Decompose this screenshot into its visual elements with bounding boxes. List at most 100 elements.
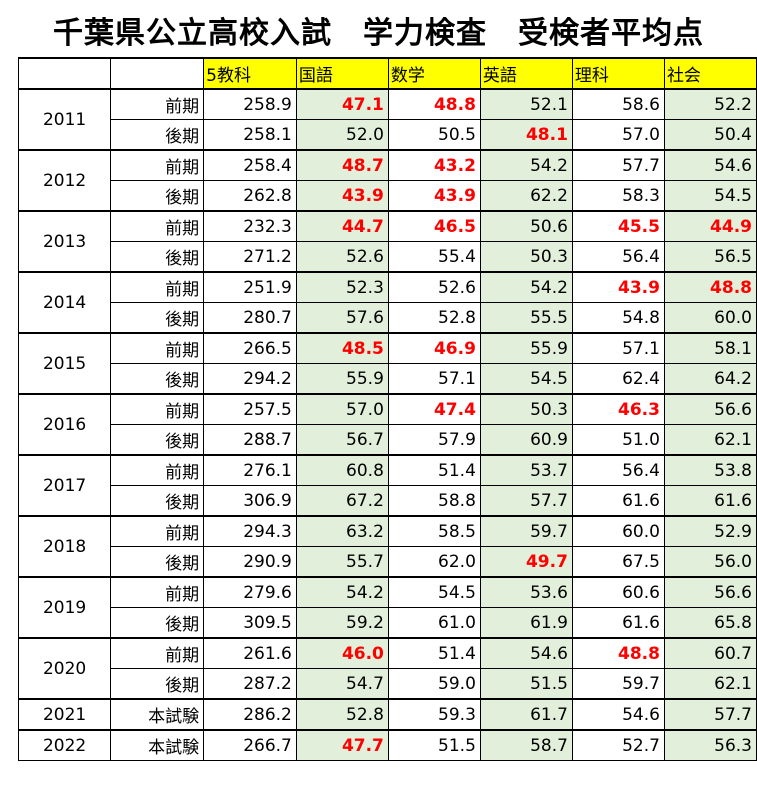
score-cell: 52.6 (387, 271, 481, 303)
score-cell: 53.8 (663, 454, 757, 486)
score-cell: 55.9 (295, 363, 389, 395)
score-cell: 54.6 (479, 637, 573, 669)
score-cell: 232.3 (203, 210, 297, 242)
score-cell: 46.5 (387, 210, 481, 242)
year-cell: 2014 (17, 271, 112, 334)
score-cell: 52.6 (295, 241, 389, 273)
term-cell: 前期 (110, 637, 205, 669)
score-cell: 56.4 (571, 454, 665, 486)
score-cell: 55.4 (387, 241, 481, 273)
year-cell: 2013 (17, 210, 112, 273)
data-row: 2020 前期 261.6 46.0 51.4 54.6 48.8 60.7 (17, 637, 757, 700)
score-cell: 50.5 (387, 119, 481, 151)
data-row: 後期 290.9 55.7 62.0 49.7 67.5 56.0 (19, 546, 757, 578)
score-cell: 51.5 (387, 729, 481, 761)
score-cell: 287.2 (203, 668, 297, 700)
score-cell: 48.7 (295, 149, 389, 181)
score-cell: 52.1 (479, 88, 573, 120)
score-cell: 62.1 (663, 424, 757, 456)
score-cell: 266.5 (203, 332, 297, 364)
score-cell: 56.7 (295, 424, 389, 456)
score-cell: 54.5 (479, 363, 573, 395)
score-cell: 48.8 (663, 271, 757, 303)
score-cell: 58.3 (571, 180, 665, 212)
score-cell: 60.7 (663, 637, 757, 669)
data-row: 2016 前期 257.5 57.0 47.4 50.3 46.3 56.6 (17, 393, 757, 456)
header-cell: 理科 (571, 57, 665, 90)
score-cell: 57.7 (663, 698, 757, 731)
data-row: 後期 262.8 43.9 43.9 62.2 58.3 54.5 (19, 180, 757, 212)
year-cell: 2016 (17, 393, 112, 456)
score-cell: 44.7 (295, 210, 389, 242)
year-cell: 2021 (17, 698, 112, 731)
score-cell: 60.8 (295, 454, 389, 486)
score-cell: 62.1 (663, 668, 757, 700)
score-cell: 61.7 (479, 698, 573, 731)
score-cell: 59.7 (571, 668, 665, 700)
score-cell: 290.9 (203, 546, 297, 578)
data-row: 2017 前期 276.1 60.8 51.4 53.7 56.4 53.8 (17, 454, 757, 517)
score-cell: 57.1 (387, 363, 481, 395)
score-cell: 60.0 (663, 302, 757, 334)
score-cell: 309.5 (203, 607, 297, 639)
term-cell: 前期 (110, 149, 205, 181)
score-cell: 52.8 (295, 698, 389, 731)
score-cell: 53.6 (479, 576, 573, 608)
score-cell: 53.7 (479, 454, 573, 486)
year-cell: 2017 (17, 454, 112, 517)
score-cell: 52.8 (387, 302, 481, 334)
score-cell: 50.3 (479, 393, 573, 425)
score-cell: 60.0 (571, 515, 665, 547)
score-cell: 56.4 (571, 241, 665, 273)
score-cell: 54.5 (387, 576, 481, 608)
score-cell: 67.2 (295, 485, 389, 517)
score-cell: 58.5 (387, 515, 481, 547)
header-cell: 数学 (387, 57, 481, 90)
year-cell: 2018 (17, 515, 112, 578)
score-cell: 54.2 (479, 149, 573, 181)
term-cell: 後期 (110, 119, 205, 151)
score-cell: 257.5 (203, 393, 297, 425)
score-cell: 56.3 (663, 729, 757, 761)
score-cell: 47.1 (295, 88, 389, 120)
data-row: 2014 前期 251.9 52.3 52.6 54.2 43.9 48.8 (17, 271, 757, 334)
term-cell: 前期 (110, 210, 205, 242)
year-cell: 2022 (17, 729, 112, 761)
score-cell: 57.6 (295, 302, 389, 334)
term-cell: 前期 (110, 332, 205, 364)
score-cell: 54.2 (295, 576, 389, 608)
data-row: 後期 306.9 67.2 58.8 57.7 61.6 61.6 (19, 485, 757, 517)
title: 千葉県公立高校入試 学力検査 受検者平均点 (53, 16, 704, 51)
data-row: 後期 288.7 56.7 57.9 60.9 51.0 62.1 (19, 424, 757, 456)
score-cell: 46.0 (295, 637, 389, 669)
score-cell: 60.9 (479, 424, 573, 456)
score-cell: 52.2 (663, 88, 757, 120)
score-cell: 61.6 (663, 485, 757, 517)
term-cell: 後期 (110, 241, 205, 273)
score-cell: 57.7 (571, 149, 665, 181)
empty-cell (110, 57, 205, 90)
score-cell: 258.4 (203, 149, 297, 181)
score-cell: 61.6 (571, 485, 665, 517)
score-cell: 43.9 (295, 180, 389, 212)
data-row: 2018 前期 294.3 63.2 58.5 59.7 60.0 52.9 (17, 515, 757, 578)
data-row: 後期 258.1 52.0 50.5 48.1 57.0 50.4 (19, 119, 757, 151)
score-cell: 45.5 (571, 210, 665, 242)
score-cell: 50.4 (663, 119, 757, 151)
term-cell: 後期 (110, 485, 205, 517)
data-row: 後期 309.5 59.2 61.0 61.9 61.6 65.8 (19, 607, 757, 639)
term-cell: 後期 (110, 424, 205, 456)
score-cell: 51.4 (387, 637, 481, 669)
score-cell: 276.1 (203, 454, 297, 486)
header-row: 5教科 国語 数学 英語 理科 社会 (17, 57, 757, 90)
score-cell: 62.0 (387, 546, 481, 578)
score-table: 5教科 国語 数学 英語 理科 社会 2011 前期 258.9 47.1 48.8 52.1 58.… (17, 57, 757, 761)
year-cell: 2011 (17, 88, 112, 151)
data-row: 後期 294.2 55.9 57.1 54.5 62.4 64.2 (19, 363, 757, 395)
empty-cell (17, 57, 112, 90)
score-cell: 61.0 (387, 607, 481, 639)
score-cell: 57.9 (387, 424, 481, 456)
score-cell: 271.2 (203, 241, 297, 273)
score-cell: 279.6 (203, 576, 297, 608)
data-row: 2012 前期 258.4 48.7 43.2 54.2 57.7 54.6 (17, 149, 757, 212)
